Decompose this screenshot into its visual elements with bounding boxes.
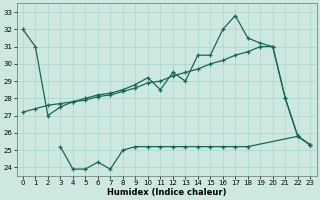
X-axis label: Humidex (Indice chaleur): Humidex (Indice chaleur) — [107, 188, 226, 197]
